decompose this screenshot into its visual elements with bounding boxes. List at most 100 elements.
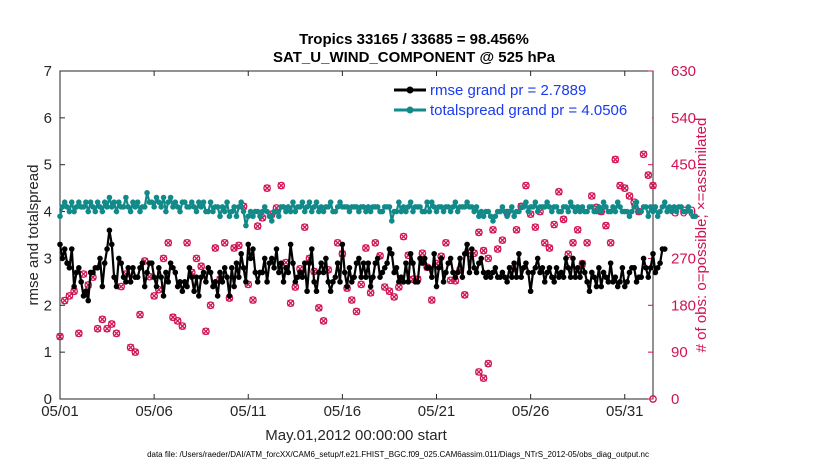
rmse-point	[196, 293, 202, 299]
rmse-point	[410, 260, 416, 266]
totalspread-point	[593, 208, 600, 215]
rmse-point	[313, 288, 320, 295]
totalspread-point	[59, 204, 66, 210]
totalspread-point	[221, 208, 228, 215]
rmse-point	[233, 260, 240, 266]
totalspread-point	[134, 199, 141, 205]
left-tick-label: 6	[44, 110, 52, 127]
rmse-point	[205, 265, 212, 271]
obs-possible-marker	[475, 368, 483, 376]
rmse-point	[271, 265, 277, 271]
totalspread-point	[113, 208, 120, 215]
obs-possible-marker	[169, 313, 177, 322]
obs-assimilated-marker	[400, 233, 408, 241]
totalspread-point	[276, 213, 282, 220]
obs-assimilated-marker	[484, 254, 492, 262]
rmse-point	[513, 274, 520, 280]
chart-title-line2: SAT_U_WIND_COMPONENT @ 525 hPa	[273, 49, 556, 66]
obs-possible-marker	[211, 244, 220, 252]
totalspread-point	[188, 199, 195, 205]
totalspread-point	[398, 208, 405, 215]
rmse-point	[429, 274, 435, 280]
totalspread-point	[299, 199, 306, 205]
obs-possible-marker	[103, 324, 111, 333]
rmse-point	[219, 279, 226, 285]
rmse-point	[480, 269, 487, 276]
obs-possible-marker	[314, 304, 323, 312]
legend-rmse-text: rmse grand pr = 2.7889	[430, 82, 586, 99]
totalspread-point	[410, 208, 416, 215]
obs-assimilated-marker	[607, 239, 615, 247]
totalspread-point	[151, 204, 157, 210]
rmse-point	[577, 274, 583, 280]
obs-assimilated-marker	[513, 226, 520, 234]
obs-possible-marker	[550, 220, 559, 229]
obs-assimilated-marker	[315, 304, 323, 312]
totalspread-point	[610, 204, 616, 210]
rmse-point	[250, 246, 256, 252]
rmse-point	[654, 265, 661, 271]
obs-assimilated-marker	[202, 327, 210, 335]
rmse-point	[297, 269, 303, 276]
rmse-point	[353, 260, 360, 266]
rmse-point	[304, 288, 310, 295]
rmse-point	[73, 269, 80, 276]
obs-assimilated-marker	[480, 247, 488, 255]
obs-assimilated-marker	[371, 239, 379, 247]
obs-assimilated-marker	[560, 215, 568, 223]
totalspread-point	[407, 199, 414, 205]
left-tick-label: 3	[44, 250, 52, 267]
rmse-point	[61, 246, 68, 252]
obs-assimilated-marker	[75, 329, 83, 337]
totalspread-point	[388, 218, 395, 224]
rmse-point	[537, 269, 543, 276]
totalspread-point	[544, 199, 550, 205]
obs-assimilated-marker	[221, 239, 229, 247]
obs-possible-marker	[427, 296, 436, 304]
obs-possible-marker	[263, 184, 271, 192]
rmse-point	[388, 250, 395, 257]
obs-possible-marker	[479, 246, 488, 255]
rmse-point	[68, 246, 75, 252]
totalspread-point	[506, 208, 513, 215]
totalspread-point	[570, 204, 576, 210]
totalspread-point	[612, 208, 619, 215]
totalspread-point	[614, 199, 621, 205]
obs-possible-marker	[484, 359, 493, 368]
rmse-point	[370, 274, 376, 280]
obs-assimilated-marker	[193, 254, 200, 262]
rmse-point	[163, 269, 169, 276]
obs-possible-marker	[234, 241, 243, 250]
totalspread-point	[259, 208, 266, 215]
rmse-point	[332, 274, 339, 280]
obs-possible-marker	[74, 329, 83, 338]
rmse-point	[252, 269, 259, 276]
rmse-point	[106, 227, 113, 234]
rmse-point	[363, 274, 369, 280]
rmse-point	[447, 255, 454, 262]
x-tick-label: 05/01	[41, 403, 79, 420]
legend-spread-marker	[406, 106, 414, 114]
totalspread-point	[624, 208, 630, 215]
left-tick-label: 1	[44, 344, 52, 361]
obs-possible-marker	[362, 244, 370, 252]
obs-assimilated-marker	[136, 311, 144, 319]
rmse-point	[459, 274, 466, 280]
obs-assimilated-marker	[56, 333, 64, 340]
obs-possible-marker	[540, 238, 549, 247]
obs-assimilated-marker	[484, 360, 492, 368]
obs-assimilated-marker	[197, 262, 205, 270]
obs-possible-marker	[197, 262, 206, 271]
rmse-point	[311, 279, 317, 285]
rmse-point	[108, 241, 115, 248]
obs-possible-marker	[380, 283, 389, 291]
rmse-point	[596, 265, 602, 271]
totalspread-point	[429, 199, 435, 205]
obs-possible-marker	[649, 181, 657, 190]
totalspread-point	[469, 204, 475, 210]
rmse-point	[527, 288, 534, 295]
totalspread-point	[332, 208, 339, 215]
totalspread-point	[405, 204, 412, 210]
rmse-point	[116, 255, 122, 262]
obs-possible-marker	[220, 238, 229, 247]
